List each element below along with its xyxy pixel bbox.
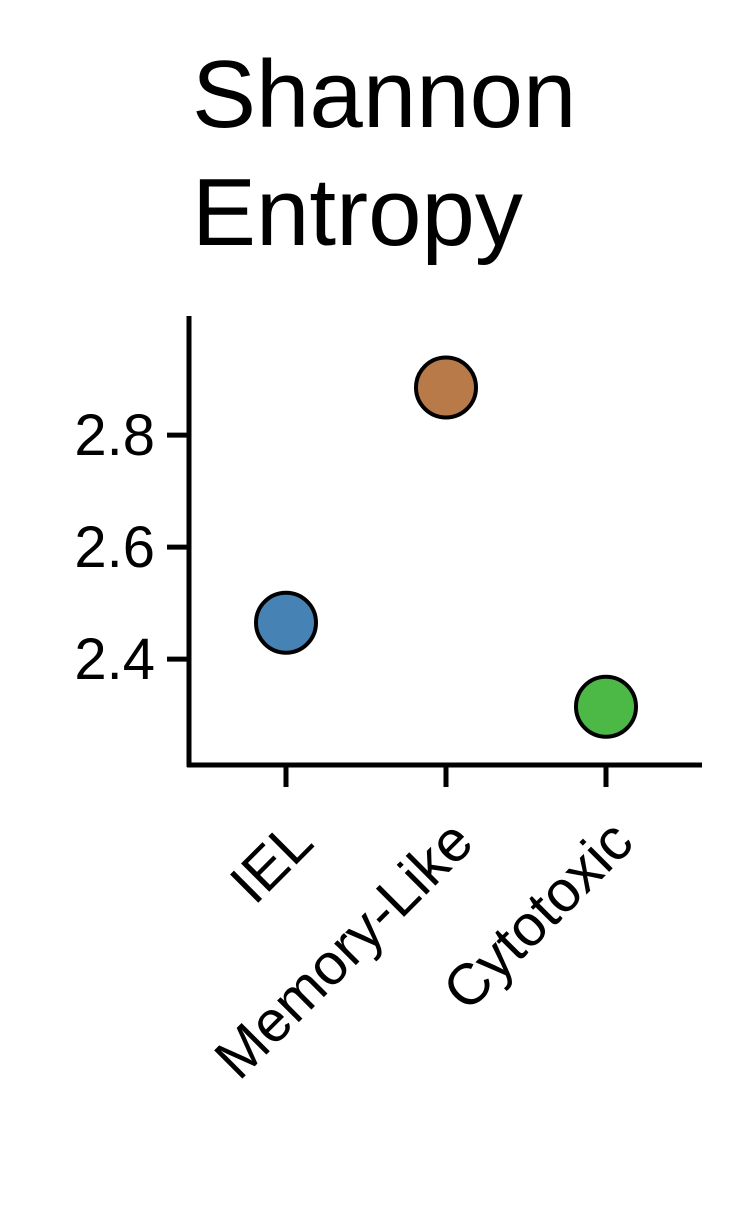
y-ticks: 2.4 2.6 2.8 bbox=[74, 403, 189, 692]
y-tick-label: 2.6 bbox=[74, 515, 155, 580]
data-point-memory-like bbox=[414, 355, 478, 420]
chart-title-line-1: Shannon bbox=[192, 41, 576, 148]
y-tick-label: 2.4 bbox=[74, 627, 155, 692]
x-tick-label: IEL bbox=[218, 808, 326, 916]
chart-title-line-2: Entropy bbox=[192, 159, 523, 266]
chart-title: Shannon Entropy bbox=[192, 41, 576, 266]
data-point-cytotoxic bbox=[574, 674, 638, 739]
data-points bbox=[254, 355, 638, 739]
data-point-iel bbox=[254, 590, 318, 655]
y-tick-label: 2.8 bbox=[74, 403, 155, 468]
